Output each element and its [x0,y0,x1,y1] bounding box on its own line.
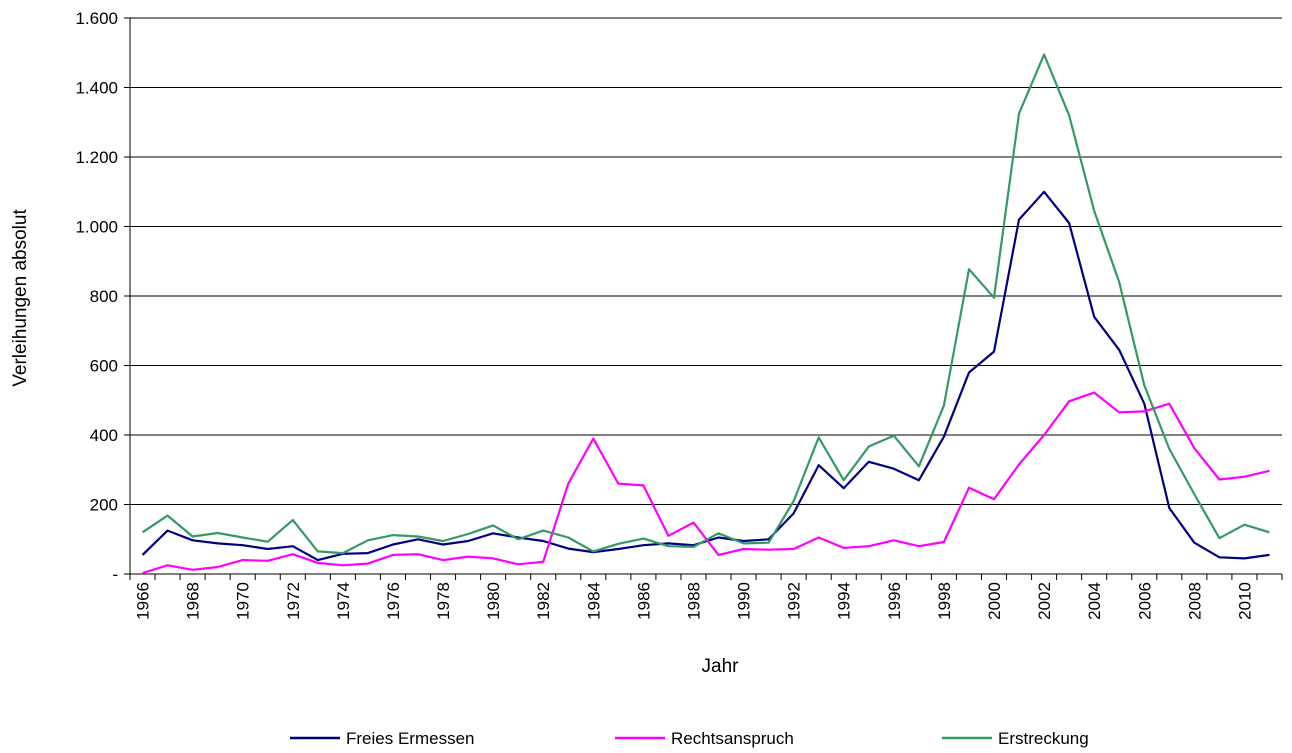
legend-label: Freies Ermessen [346,729,474,748]
y-tick-labels: - 200 400 600 800 1.000 1.200 1.400 1.600 [75,9,118,584]
y-tick-label: 1.000 [75,218,118,237]
x-tick-label: 1998 [935,582,954,620]
x-tick-label: 1972 [284,582,303,620]
y-tick-label: 400 [90,426,118,445]
x-tick-label: 2004 [1085,582,1104,620]
x-tick-label: 2008 [1185,582,1204,620]
legend-label: Erstreckung [998,729,1089,748]
x-tick-label: 1996 [885,582,904,620]
y-tick-label: 600 [90,357,118,376]
legend-item: Freies Ermessen [290,729,474,748]
x-tick-label: 1984 [584,582,603,620]
x-axis-label: Jahr [702,656,740,677]
x-tick-label: 1986 [634,582,653,620]
legend: Freies Ermessen Rechtsanspruch Erstreckung [290,729,1089,748]
x-tick-label: 1982 [534,582,553,620]
legend-item: Erstreckung [942,729,1089,748]
x-tick-label: 2002 [1035,582,1054,620]
x-tick-label: 2006 [1135,582,1154,620]
x-tick-label: 1978 [434,582,453,620]
y-tick-label: 1.200 [75,148,118,167]
series-lines [141,53,1270,575]
series-line-rechtsanspruch [142,391,1270,575]
y-tick-label: 800 [90,287,118,306]
y-tick-label: 1.600 [75,9,118,28]
x-tick-label: 1990 [735,582,754,620]
x-tick-label: 1992 [785,582,804,620]
x-tick-label: 1970 [234,582,253,620]
y-tick-label: 200 [90,496,118,515]
y-axis-label: Verleihungen absolut [10,209,31,387]
x-tick-label: 1966 [134,582,153,620]
x-tick-labels: 1966 1968 1970 1972 1974 1976 1978 1980 1982 1984… [134,582,1255,620]
y-tick-label: 1.400 [75,79,118,98]
x-tick-label: 1994 [835,582,854,620]
y-tick-label: - [112,565,118,584]
x-tick-label: 1968 [184,582,203,620]
x-tick-label: 1974 [334,582,353,620]
axes [129,18,1283,580]
series-line-erstreckung [141,53,1270,555]
x-tick-label: 1988 [684,582,703,620]
x-tick-label: 2000 [985,582,1004,620]
x-tick-label: 1976 [384,582,403,620]
legend-label: Rechtsanspruch [671,729,794,748]
legend-item: Rechtsanspruch [615,729,794,748]
gridlines [124,17,1282,575]
x-tick-label: 2010 [1235,582,1254,620]
x-tick-label: 1980 [484,582,503,620]
